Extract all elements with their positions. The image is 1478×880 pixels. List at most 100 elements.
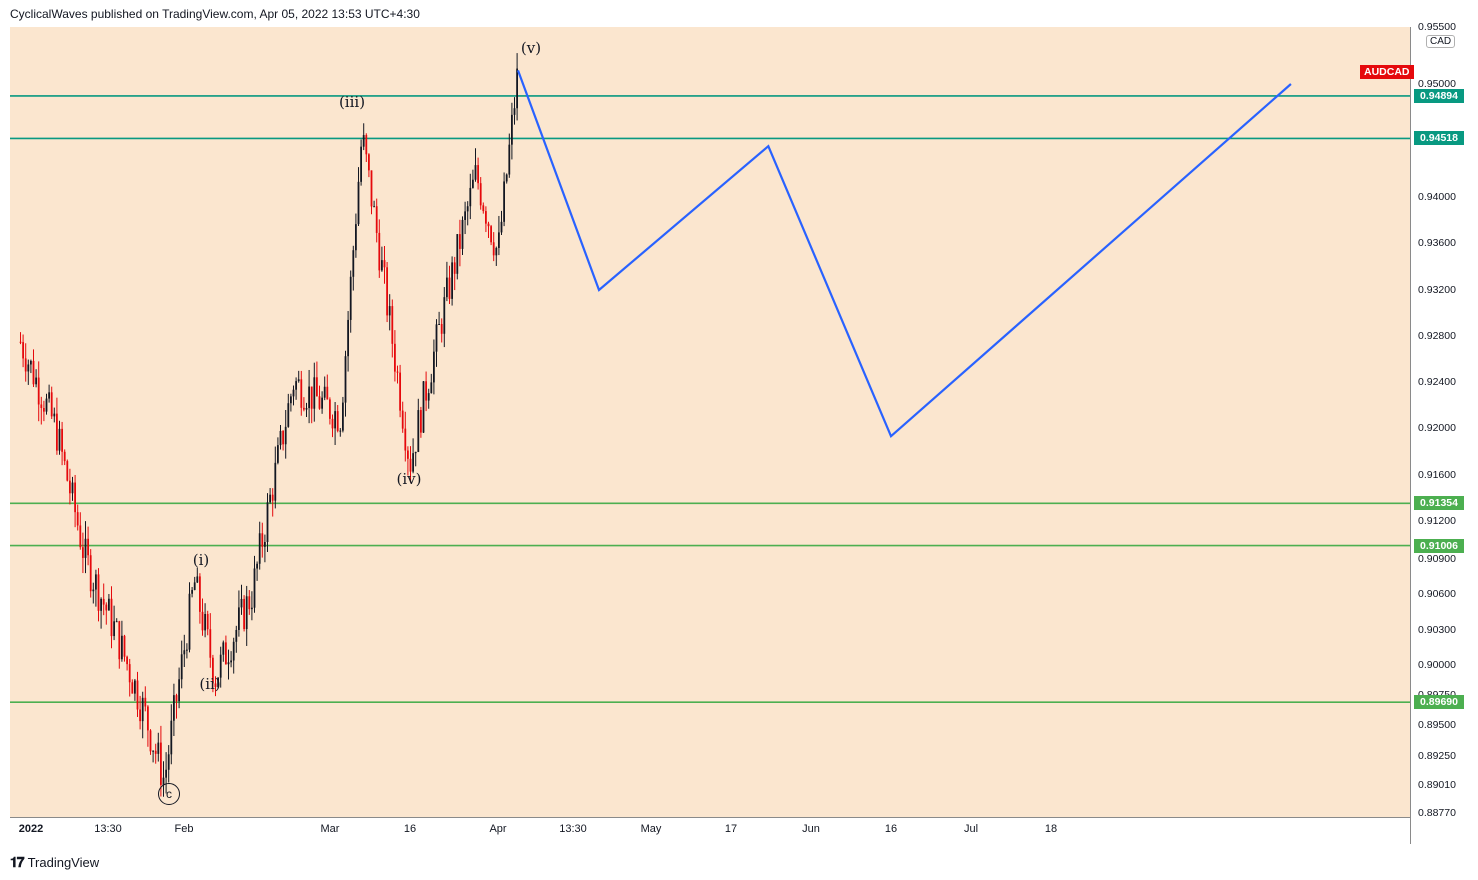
candle-body <box>170 720 173 755</box>
candle-body <box>74 482 76 513</box>
time-tick-label: 2022 <box>18 823 44 835</box>
candle-body <box>66 461 69 481</box>
candle-body <box>196 576 199 583</box>
candle-body <box>513 108 516 115</box>
candle-body <box>303 407 305 410</box>
projection-path[interactable] <box>516 69 1292 439</box>
price-tick-label: 0.91600 <box>1418 469 1456 481</box>
candle-body <box>253 568 256 608</box>
price-tick-label: 0.95000 <box>1418 78 1456 90</box>
time-tick-label: Feb <box>174 823 194 835</box>
candle-body <box>123 635 126 657</box>
level-price-label: 0.94518 <box>1414 131 1464 146</box>
candle-body <box>180 654 183 680</box>
time-tick-label: Apr <box>489 823 507 835</box>
wave-label: (ii) <box>199 675 221 693</box>
candle-body <box>89 555 92 592</box>
chart-plot-area[interactable] <box>10 27 1410 817</box>
candle-body <box>482 205 485 212</box>
candle-body <box>24 358 27 372</box>
price-tick-label: 0.93600 <box>1418 237 1456 249</box>
candle-body <box>212 657 214 684</box>
candle-body <box>453 262 456 274</box>
wave-label: (iii) <box>338 93 366 111</box>
candle-body <box>342 402 344 431</box>
candle-body <box>139 709 141 722</box>
candle-body <box>300 379 303 408</box>
tradingview-logo-icon: 𝟏𝟕 <box>10 854 25 870</box>
candle-body <box>511 114 513 145</box>
candle-body <box>175 695 178 702</box>
candle-body <box>394 343 396 372</box>
currency-label: CAD <box>1426 35 1456 48</box>
candle-body <box>344 356 347 403</box>
candle-body <box>45 398 48 412</box>
candle-body <box>178 679 180 702</box>
candle-body <box>399 372 401 411</box>
candle-body <box>396 371 399 373</box>
candle-body <box>357 181 360 225</box>
candle-body <box>451 262 453 299</box>
candle-body <box>199 576 201 612</box>
time-axis[interactable] <box>10 817 1410 845</box>
candle-body <box>435 324 438 352</box>
candle-body <box>284 426 287 445</box>
candle-body <box>287 403 290 427</box>
candle-body <box>154 750 157 754</box>
price-tick-label: 0.92400 <box>1418 376 1456 388</box>
candle-body <box>50 392 53 417</box>
time-tick-label: Mar <box>320 823 340 835</box>
candle-body <box>414 451 417 454</box>
candle-body <box>295 381 297 390</box>
candle-body <box>383 260 386 268</box>
candle-body <box>82 547 84 558</box>
candle-body <box>352 250 355 277</box>
candle-body <box>360 146 362 182</box>
candle-body <box>401 410 404 429</box>
time-tick-label: 18 <box>1044 823 1058 835</box>
time-tick-label: May <box>640 823 662 835</box>
candle-body <box>248 596 251 610</box>
candle-body <box>19 341 22 343</box>
candle-body <box>214 683 217 687</box>
candle-body <box>238 607 240 630</box>
candle-body <box>339 430 342 432</box>
candle-body <box>95 574 97 590</box>
footer-brand[interactable]: 𝟏𝟕 TradingView <box>10 854 99 871</box>
candle-body <box>269 494 271 503</box>
candle-body <box>35 377 37 385</box>
wave-label: (iv) <box>396 470 422 488</box>
price-tick-label: 0.94000 <box>1418 191 1456 203</box>
candle-body <box>113 621 115 637</box>
candle-body <box>505 174 508 182</box>
candle-body <box>48 392 50 399</box>
price-tick-label: 0.90900 <box>1418 553 1456 565</box>
publish-header: CyclicalWaves published on TradingView.c… <box>10 7 420 21</box>
time-tick-label: 17 <box>724 823 738 835</box>
level-price-label: 0.89690 <box>1414 695 1464 710</box>
candle-body <box>266 502 269 542</box>
candle-body <box>290 396 292 404</box>
candle-body <box>362 135 365 147</box>
candle-body <box>464 211 466 220</box>
candle-body <box>131 682 134 694</box>
candle-body <box>349 276 352 320</box>
candle-body <box>40 404 43 409</box>
candle-body <box>56 413 58 451</box>
candle-body <box>217 677 219 687</box>
candle-body <box>466 206 469 212</box>
candle-body <box>386 267 388 316</box>
wave-label: (v) <box>520 39 542 57</box>
candle-body <box>487 223 490 227</box>
time-tick-label: 16 <box>403 823 417 835</box>
candle-body <box>310 386 313 409</box>
candle-body <box>258 533 261 564</box>
price-tick-label: 0.89010 <box>1418 779 1456 791</box>
candle-body <box>32 360 35 385</box>
candle-body <box>321 397 323 409</box>
candle-body <box>323 386 326 398</box>
candle-body <box>108 598 110 611</box>
candle-body <box>329 399 331 419</box>
candle-body <box>126 656 128 665</box>
candle-body <box>209 629 212 658</box>
